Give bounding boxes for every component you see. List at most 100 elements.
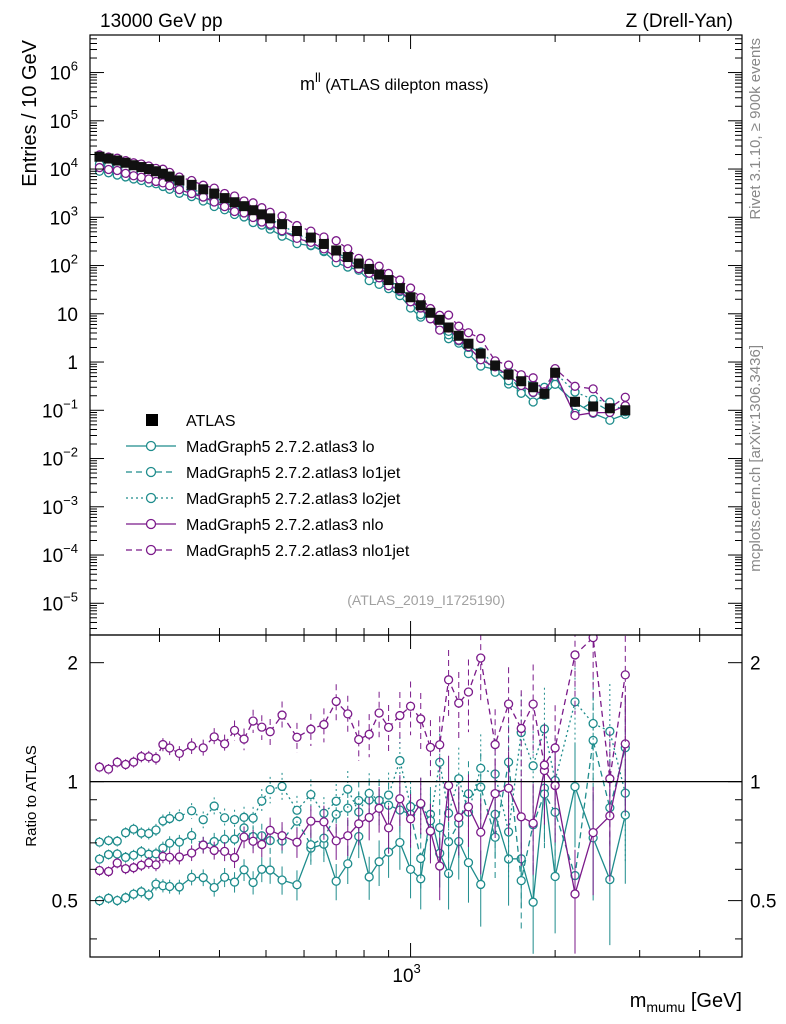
y-tick-label-base: 10 [50, 160, 71, 181]
ratio-point-lo2jet [292, 805, 302, 815]
y-tick-label-exp: −1 [63, 396, 78, 411]
ratio-point-nlo [219, 846, 230, 857]
series-point-nlo [186, 188, 197, 199]
ratio-point-lo2jet [144, 828, 154, 839]
atlas-data-point [503, 369, 514, 380]
series-line-nlo [99, 166, 626, 417]
analysis-watermark: (ATLAS_2019_I1725190) [347, 592, 505, 608]
ratio-point-nlo [112, 858, 122, 868]
ratio-point-lo1jet [229, 834, 240, 844]
atlas-data-point [425, 307, 436, 318]
ratio-point-lo [144, 890, 154, 900]
ratio-point-nlo1jet [248, 716, 258, 726]
ratio-point-lo2jet [265, 784, 275, 795]
ratio-point-nlo [528, 818, 538, 828]
ratio-point-lo2jet [198, 815, 208, 825]
atlas-data-point [588, 401, 599, 412]
series-point-nlo1jet [588, 384, 598, 394]
series-point-nlo1jet [463, 328, 474, 338]
ratio-point-lo2jet [103, 835, 114, 846]
legend-marker-atlas [146, 414, 158, 426]
ratio-point-lo2jet [219, 813, 230, 823]
series-point-nlo [165, 181, 175, 191]
series-point-nlo1jet [503, 360, 514, 370]
ratio-point-nlo1jet [425, 742, 436, 752]
ratio-point-nlo [186, 848, 197, 858]
ratio-point-nlo [319, 817, 329, 827]
y-tick-label-exp: −5 [63, 589, 78, 604]
ratio-point-nlo [364, 812, 374, 823]
ratio-point-lo [128, 889, 139, 899]
ratio-point-lo1jet [343, 803, 353, 813]
ratio-point-lo [570, 781, 580, 792]
ratio-point-nlo1jet [620, 670, 630, 680]
ratio-point-lo2jet [383, 790, 394, 800]
atlas-data-point [620, 405, 631, 416]
series-point-nlo1jet [570, 381, 580, 391]
legend-label: MadGraph5 2.7.2.atlas3 nlo [186, 517, 384, 534]
ratio-point-nlo1jet [443, 675, 454, 685]
y-tick-label-base: 10 [42, 401, 63, 422]
ratio-point-lo [364, 872, 374, 882]
ratio-point-nlo1jet [435, 740, 445, 750]
ratio-point-nlo1jet [516, 723, 526, 734]
ratio-y-tick-label: 1 [67, 773, 78, 794]
atlas-data-point [219, 193, 230, 204]
ratio-point-lo [405, 864, 416, 875]
ratio-point-lo1jet [219, 834, 230, 844]
atlas-data-point [198, 184, 209, 195]
ratio-point-lo [277, 875, 287, 885]
main-data-points [94, 151, 631, 416]
ratio-point-lo [248, 877, 258, 888]
ratio-point-nlo [151, 860, 161, 870]
atlas-data-point [569, 396, 580, 407]
ratio-point-nlo1jet [94, 762, 105, 772]
ratio-point-lo1jet [128, 850, 139, 860]
ratio-y-tick-label: 2 [67, 654, 78, 675]
ratio-point-nlo [248, 836, 258, 846]
ratio-point-lo [476, 879, 486, 890]
atlas-data-point [331, 245, 342, 256]
ratio-point-nlo [198, 840, 208, 850]
ratio-point-lo1jet [136, 846, 146, 857]
ratio-point-nlo [306, 816, 316, 826]
ratio-point-lo [209, 882, 219, 893]
ratio-point-lo2jet [248, 813, 258, 823]
y-tick-label: 10 [57, 305, 78, 326]
ratio-point-nlo [463, 802, 474, 812]
ratio-point-lo2jet [151, 825, 161, 835]
series-point-nlo1jet [343, 244, 353, 254]
ratio-point-lo [503, 854, 514, 864]
ratio-point-nlo1jet [209, 732, 219, 742]
ratio-point-lo [120, 893, 131, 903]
ratio-point-lo [229, 877, 240, 887]
ratio-point-lo2jet [454, 774, 464, 784]
ratio-point-nlo [454, 812, 464, 823]
rivet-label: Rivet 3.1.10, ≥ 900k events [747, 38, 764, 220]
ratio-point-nlo1jet [343, 709, 353, 719]
ratio-point-lo2jet [229, 814, 240, 825]
ratio-point-lo1jet [174, 837, 185, 847]
y-tick-label-base: 10 [50, 208, 71, 229]
atlas-data-point [364, 263, 375, 274]
ratio-point-nlo1jet [490, 739, 500, 750]
y-tick-label: 106 [50, 59, 78, 85]
atlas-data-point [265, 213, 276, 224]
ratio-point-nlo [435, 861, 445, 871]
ratio-point-lo [198, 872, 208, 883]
series-point-nlo [229, 206, 240, 217]
y-tick-label-exp: −3 [63, 493, 78, 508]
ratio-point-lo [136, 887, 146, 897]
atlas-data-point [120, 157, 131, 168]
series-point-nlo1jet [620, 392, 630, 402]
xlabel-m: m [630, 990, 647, 1012]
ratio-frame [89, 634, 743, 958]
atlas-data-point [305, 232, 316, 243]
series-point-nlo1jet [528, 373, 538, 383]
ratio-point-nlo [277, 831, 287, 841]
ratio-point-lo2jet [343, 784, 353, 794]
atlas-data-point [516, 376, 527, 387]
ratio-point-nlo [174, 852, 185, 862]
